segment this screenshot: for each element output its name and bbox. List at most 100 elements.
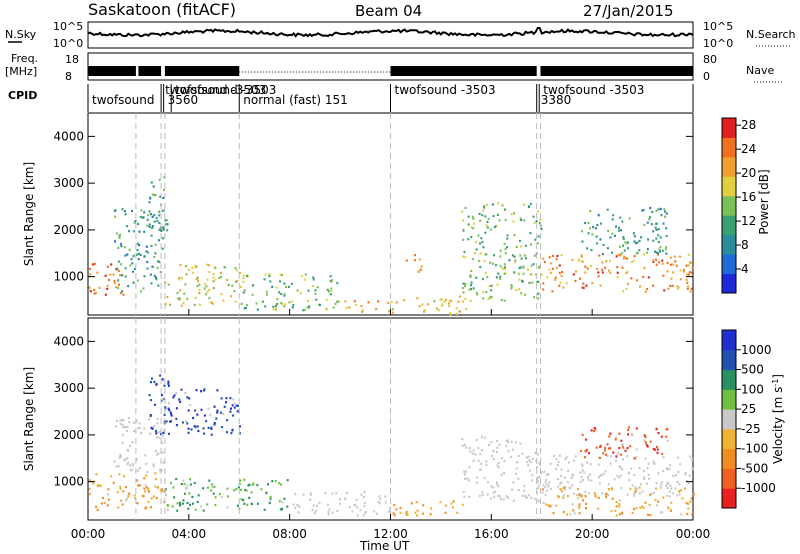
power-ytick-label: 1000 (53, 270, 84, 284)
velocity-cell (536, 477, 539, 480)
velocity-cell (523, 489, 526, 492)
velocity-cell (500, 457, 503, 460)
power-cell (274, 304, 277, 307)
power-cell (486, 226, 489, 229)
power-cell (139, 215, 142, 218)
velocity-cell (557, 485, 560, 488)
power-cell (240, 302, 243, 305)
power-cell (135, 253, 138, 256)
velocity-cell (137, 426, 140, 429)
power-cell (473, 222, 476, 225)
power-cell (665, 227, 668, 230)
power-cell (522, 265, 525, 268)
velocity-cell (665, 435, 668, 438)
velocity-colorbar-ticklabel: 100 (741, 382, 764, 396)
velocity-cell (281, 501, 284, 504)
velocity-cell (169, 481, 172, 485)
x-axis: 00:00 04:00 08:00 12:00 16:00 20:00 00:00 (71, 309, 710, 541)
power-cell (641, 209, 644, 212)
power-cell (178, 276, 181, 279)
power-cell (638, 239, 641, 242)
velocity-cell (572, 509, 575, 512)
velocity-cell (586, 448, 589, 451)
velocity-cell (143, 487, 146, 490)
power-cell (153, 255, 156, 259)
power-cell (467, 238, 470, 241)
power-cell (182, 301, 185, 304)
power-cell (642, 208, 645, 212)
power-cell (464, 256, 467, 259)
power-cell (571, 258, 574, 261)
velocity-cell (134, 497, 137, 500)
velocity-cell (662, 469, 665, 473)
power-cell (648, 216, 651, 219)
velocity-cell (269, 499, 272, 502)
velocity-cell (584, 490, 587, 493)
power-cell (151, 226, 154, 230)
velocity-cell (180, 483, 183, 486)
velocity-cell (633, 494, 636, 497)
power-cell (136, 249, 139, 252)
velocity-cell (99, 484, 102, 487)
velocity-cell (608, 447, 610, 450)
power-cell (280, 293, 283, 296)
velocity-ytick-label: 1000 (53, 475, 84, 489)
power-cell (597, 214, 600, 217)
velocity-cell (556, 464, 559, 467)
velocity-cell (256, 502, 259, 505)
velocity-cell (668, 495, 671, 498)
power-cell (520, 245, 523, 248)
velocity-cell (444, 511, 447, 514)
velocity-cell (121, 441, 124, 444)
velocity-cell (415, 501, 418, 504)
velocity-cell (267, 483, 269, 486)
x-tick-label: 12:00 (373, 527, 408, 541)
power-cell (119, 291, 122, 295)
power-cbar-label: Power [dB] (757, 169, 771, 234)
velocity-cell (405, 513, 408, 516)
power-cell (519, 217, 522, 220)
power-cell (439, 298, 442, 301)
velocity-cell (250, 491, 253, 494)
power-cell (514, 259, 517, 262)
velocity-cell (197, 494, 200, 497)
power-cell (137, 258, 140, 261)
velocity-cell (202, 427, 205, 430)
velocity-cell (167, 407, 170, 410)
power-cell (655, 222, 658, 225)
velocity-cell (497, 484, 500, 488)
velocity-cell (569, 513, 572, 516)
power-cell (618, 229, 621, 232)
velocity-cell (160, 394, 163, 397)
velocity-cell (545, 478, 548, 481)
velocity-cell (593, 426, 596, 430)
power-cell (448, 305, 451, 308)
velocity-cell (237, 404, 239, 407)
velocity-cell (685, 502, 688, 505)
power-cell (554, 278, 557, 281)
power-cell (196, 276, 199, 279)
velocity-cell (153, 403, 156, 406)
velocity-cell (384, 501, 387, 504)
power-cell (476, 293, 478, 296)
velocity-cell (162, 429, 165, 433)
power-cell (531, 281, 534, 284)
velocity-cell (169, 411, 172, 414)
velocity-cell (552, 512, 555, 515)
freq-bar (390, 66, 537, 76)
velocity-cell (298, 505, 301, 508)
power-cell (193, 303, 196, 306)
velocity-cell (311, 508, 314, 512)
power-cell (251, 293, 254, 296)
velocity-cell (126, 425, 129, 429)
power-cell (185, 273, 188, 276)
velocity-cell (230, 432, 233, 435)
power-cell (146, 251, 149, 254)
power-colorbar-ticklabel: 24 (741, 142, 756, 156)
power-cell (540, 224, 542, 227)
velocity-cell (156, 486, 159, 489)
velocity-cell (571, 503, 574, 506)
power-cell (626, 247, 629, 250)
velocity-cell (529, 461, 532, 464)
power-cell (91, 263, 94, 266)
